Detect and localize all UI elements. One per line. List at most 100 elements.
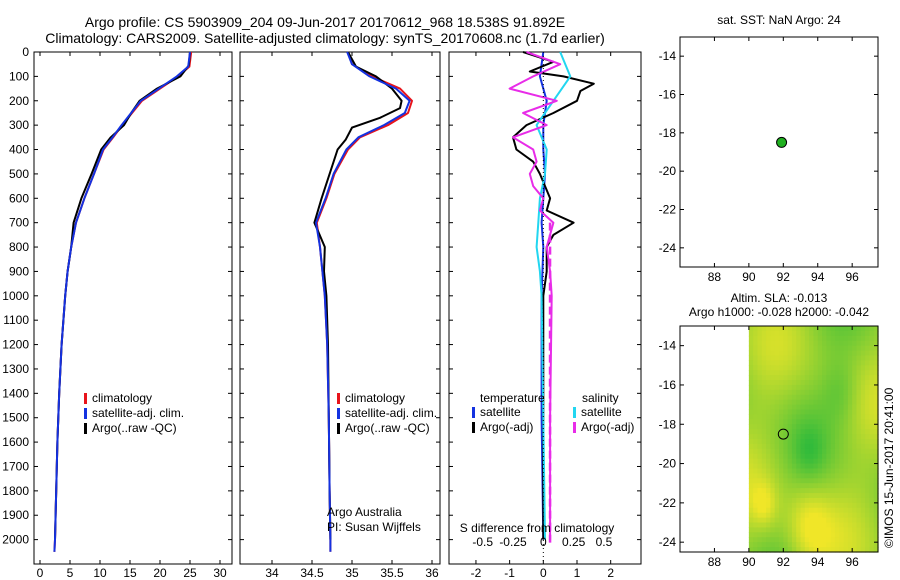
sla-cell bbox=[753, 326, 759, 332]
sla-cell bbox=[761, 340, 767, 347]
temperature-xtick-label: 25 bbox=[183, 566, 197, 580]
sla-cell bbox=[856, 512, 862, 519]
sla-cell bbox=[860, 429, 866, 435]
sla-cell bbox=[800, 532, 806, 538]
sla-cell bbox=[826, 463, 832, 470]
sla-cell bbox=[779, 409, 784, 416]
sla-cell bbox=[873, 532, 879, 538]
depth-tick-label: 1900 bbox=[2, 508, 29, 522]
sat-sst-map-xtick-label: 92 bbox=[777, 270, 791, 284]
sla-cell bbox=[822, 350, 827, 357]
sla-cell bbox=[817, 458, 823, 465]
temperature-frame bbox=[33, 51, 233, 565]
sla-cell bbox=[770, 532, 776, 538]
sla-cell bbox=[869, 326, 875, 332]
sla-cell bbox=[852, 453, 858, 460]
sla-cell bbox=[757, 365, 763, 371]
sla-cell bbox=[748, 419, 754, 425]
sla-cell bbox=[822, 340, 827, 347]
sla-cell bbox=[869, 365, 875, 371]
sla-cell bbox=[839, 429, 845, 435]
sla-cell bbox=[787, 547, 793, 553]
sla-cell bbox=[822, 453, 827, 460]
sla-cell bbox=[847, 488, 853, 494]
salinity-legend-swatch bbox=[337, 408, 340, 419]
sla-cell bbox=[783, 448, 789, 455]
sla-cell bbox=[869, 394, 875, 401]
depth-tick-label: 800 bbox=[9, 240, 29, 254]
sla-cell bbox=[791, 330, 797, 337]
sla-cell bbox=[787, 384, 793, 391]
sla-cell bbox=[761, 384, 767, 391]
sla-cell bbox=[766, 478, 771, 484]
sla-cell bbox=[809, 522, 815, 529]
sla-cell bbox=[796, 370, 802, 376]
sla-cell bbox=[770, 326, 776, 332]
sla-cell bbox=[830, 478, 836, 484]
sla-cell bbox=[869, 443, 875, 450]
sla-cell bbox=[787, 414, 793, 420]
sla-cell bbox=[830, 547, 836, 553]
sla-cell bbox=[804, 507, 810, 514]
sla-cell bbox=[770, 507, 776, 514]
sla-cell bbox=[796, 399, 802, 406]
sla-cell bbox=[843, 394, 849, 401]
sla-cell bbox=[804, 517, 810, 524]
sla-cell bbox=[753, 439, 759, 445]
sla-cell bbox=[809, 350, 815, 357]
sla-cell bbox=[817, 497, 823, 504]
sla-cell bbox=[748, 532, 754, 538]
sla-cell bbox=[787, 453, 793, 460]
sla-cell bbox=[748, 340, 754, 347]
sla-cell bbox=[800, 512, 806, 519]
sla-cell bbox=[852, 434, 858, 440]
sla-cell bbox=[847, 399, 853, 406]
sla-cell bbox=[813, 326, 819, 332]
sla-cell bbox=[869, 370, 875, 376]
sla-cell bbox=[852, 350, 858, 357]
sla-cell bbox=[804, 527, 810, 533]
sla-cell bbox=[826, 409, 832, 416]
sla-cell bbox=[869, 340, 875, 347]
sla-cell bbox=[779, 478, 784, 484]
sla-cell bbox=[761, 488, 767, 494]
sla-cell bbox=[865, 365, 870, 371]
sla-cell bbox=[804, 409, 810, 416]
sla-cell bbox=[787, 463, 793, 470]
sla-cell bbox=[834, 453, 840, 460]
sla-cell bbox=[817, 453, 823, 460]
series-climatology bbox=[315, 51, 413, 552]
sla-cell bbox=[856, 463, 862, 470]
sla-cell bbox=[796, 502, 802, 509]
sla-cell bbox=[826, 414, 832, 420]
sla-cell bbox=[766, 389, 771, 396]
sla-cell bbox=[865, 493, 870, 499]
sla-cell bbox=[869, 380, 875, 386]
sla-cell bbox=[800, 458, 806, 465]
sla-cell bbox=[804, 473, 810, 479]
sla-cell bbox=[774, 542, 780, 548]
sla-cell bbox=[783, 512, 789, 519]
sla-cell bbox=[869, 532, 875, 538]
sla-cell bbox=[779, 502, 784, 509]
sla-cell bbox=[791, 365, 797, 371]
sla-cell bbox=[822, 404, 827, 411]
sla-cell bbox=[761, 527, 767, 533]
sla-cell bbox=[748, 439, 754, 445]
sla-cell bbox=[796, 527, 802, 533]
sla-cell bbox=[761, 335, 767, 342]
sla-cell bbox=[856, 345, 862, 352]
sla-cell bbox=[869, 375, 875, 381]
sla-cell bbox=[822, 468, 827, 474]
sla-cell bbox=[834, 330, 840, 337]
sla-cell bbox=[869, 384, 875, 391]
sla-cell bbox=[830, 409, 836, 416]
sla-cell bbox=[834, 493, 840, 499]
sla-cell bbox=[847, 330, 853, 337]
sla-cell bbox=[813, 507, 819, 514]
sla-cell bbox=[847, 443, 853, 450]
sla-cell bbox=[757, 512, 763, 519]
sla-cell bbox=[873, 537, 879, 543]
sla-cell bbox=[822, 448, 827, 455]
sla-cell bbox=[800, 517, 806, 524]
